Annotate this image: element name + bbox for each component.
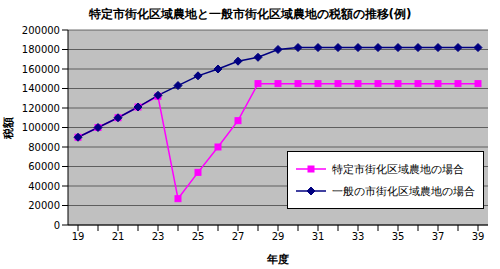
- svg-text:23: 23: [152, 231, 165, 242]
- svg-text:180000: 180000: [22, 44, 60, 55]
- svg-text:35: 35: [392, 231, 405, 242]
- svg-text:200000: 200000: [22, 25, 60, 36]
- svg-text:140000: 140000: [22, 83, 60, 94]
- svg-text:31: 31: [312, 231, 325, 242]
- svg-text:21: 21: [112, 231, 125, 242]
- svg-text:25: 25: [192, 231, 205, 242]
- svg-text:19: 19: [72, 231, 85, 242]
- svg-text:100000: 100000: [22, 122, 60, 133]
- svg-text:29: 29: [272, 231, 285, 242]
- svg-text:160000: 160000: [22, 64, 60, 75]
- svg-text:年度: 年度: [266, 253, 289, 266]
- svg-text:税額: 税額: [8, 117, 15, 140]
- html-text:特定市街化区域農地の場合: 特定市街化区域農地の場合: [332, 162, 464, 176]
- svg-text:80000: 80000: [28, 142, 60, 153]
- html-text:一般の市街化区域農地の場合: 一般の市街化区域農地の場合: [332, 184, 475, 198]
- svg-text:37: 37: [432, 231, 445, 242]
- svg-text:27: 27: [232, 231, 245, 242]
- svg-text:39: 39: [472, 231, 485, 242]
- svg-text:33: 33: [352, 231, 365, 242]
- svg-text:60000: 60000: [28, 161, 60, 172]
- svg-text:0: 0: [54, 220, 60, 231]
- svg-text:20000: 20000: [28, 200, 60, 211]
- svg-text:120000: 120000: [22, 103, 60, 114]
- svg-text:40000: 40000: [28, 181, 60, 192]
- html-text:特定市街化区域農地と一般市街化区域農地の税額の推移(例): 特定市街化区域農地と一般市街化区域農地の税額の推移(例): [88, 7, 412, 21]
